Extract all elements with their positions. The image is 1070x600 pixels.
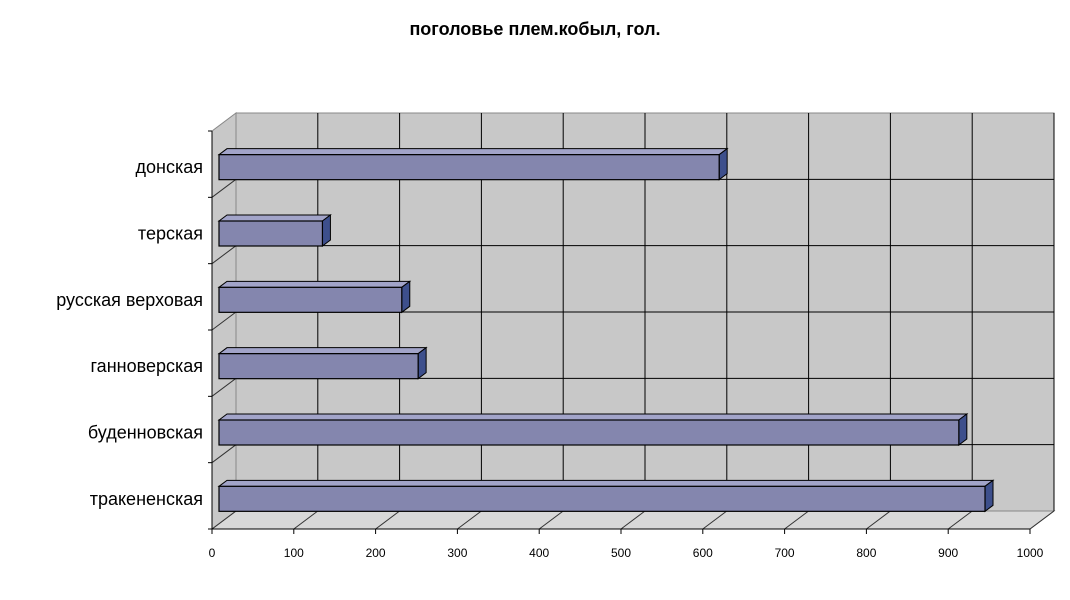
floor-gridline: [620, 510, 646, 530]
x-tick-label: 300: [447, 546, 467, 560]
bar-top: [217, 280, 412, 288]
bar: [217, 346, 428, 380]
x-tick-label: 100: [284, 546, 304, 560]
x-tick-label: 0: [209, 546, 216, 560]
bar-front: [218, 485, 986, 512]
bar-side: [401, 280, 411, 314]
bar-top: [217, 214, 332, 222]
side-gridline: [211, 444, 237, 464]
bar: [217, 479, 995, 513]
axis-labels: 0 100 200 300 400 500 600 700 800 900 1000 донская т…: [56, 157, 1043, 560]
bar: [217, 280, 412, 314]
bar-top: [217, 347, 428, 355]
bar-side: [321, 214, 331, 247]
bar: [217, 413, 969, 446]
category-label: тракененская: [90, 489, 203, 509]
floor-gridline: [293, 510, 319, 530]
x-tick-label: 1000: [1017, 546, 1044, 560]
side-gridline: [211, 311, 237, 331]
floor-gridline: [457, 510, 482, 530]
floor-gridline: [784, 510, 809, 530]
side-gridline: [211, 245, 237, 265]
bar-side: [417, 346, 427, 380]
floor-gridline: [211, 510, 237, 530]
floor-gridline: [1029, 510, 1055, 530]
bar-side: [984, 479, 994, 513]
floor-gridline: [702, 510, 728, 530]
bar-front: [218, 286, 403, 313]
floor-gridline: [375, 510, 400, 530]
category-label: буденновская: [88, 423, 203, 443]
bar-front: [218, 419, 960, 446]
category-label: донская: [136, 157, 203, 177]
bar-front: [218, 353, 419, 380]
x-tick-label: 900: [938, 546, 958, 560]
x-tick-label: 500: [611, 546, 631, 560]
bar: [217, 214, 332, 247]
bar-side: [718, 147, 728, 181]
bar-front: [218, 154, 720, 181]
bar-side: [958, 413, 968, 446]
bar-top: [217, 148, 729, 156]
floor-gridline: [866, 510, 891, 530]
side-gridline: [211, 178, 237, 198]
floor-gridline: [947, 510, 973, 530]
floor-gridline: [538, 510, 564, 530]
x-tick-label: 800: [856, 546, 876, 560]
x-tick-label: 200: [366, 546, 386, 560]
x-tick-label: 400: [529, 546, 549, 560]
x-tick-label: 700: [775, 546, 795, 560]
category-label: терская: [138, 224, 203, 244]
bar-top: [217, 413, 969, 421]
bar: [217, 147, 729, 181]
bar-front: [218, 220, 324, 247]
chart-title: поголовье плем.кобыл, гол.: [409, 19, 661, 39]
side-gridline: [211, 377, 237, 397]
bars: [217, 147, 995, 513]
category-label: ганноверская: [91, 356, 203, 376]
x-tick-label: 600: [693, 546, 713, 560]
bar-top: [217, 479, 995, 487]
category-label: русская верховая: [56, 290, 203, 310]
